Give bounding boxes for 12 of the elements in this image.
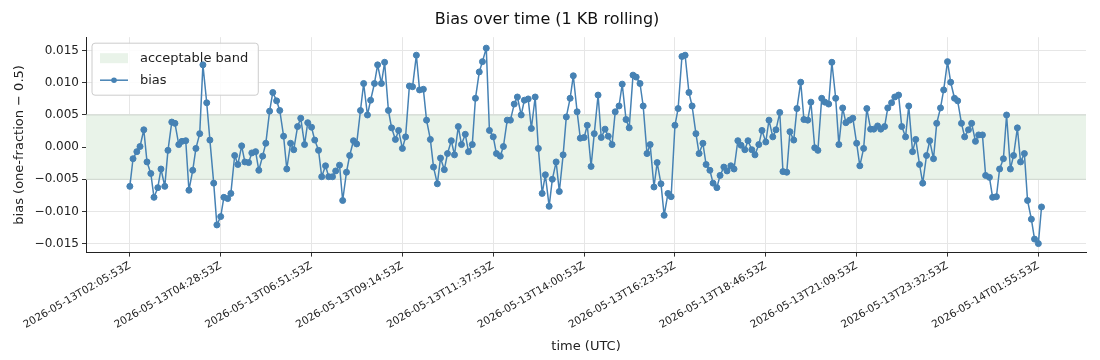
y-tick-label: 0.005	[44, 107, 80, 122]
y-tick-label: −0.010	[34, 203, 80, 218]
y-tick-label: 0.015	[44, 42, 80, 57]
y-tick-label: 0.010	[44, 74, 80, 89]
y-tick-label: −0.015	[34, 235, 80, 250]
legend-label: bias	[140, 71, 167, 87]
y-axis-title: bias (one-fraction − 0.5)	[11, 65, 27, 225]
x-axis-title: time (UTC)	[551, 337, 621, 353]
legend-label: acceptable band	[140, 49, 249, 65]
y-tick-label: 0.000	[44, 139, 80, 154]
y-tick-label: −0.005	[34, 171, 80, 186]
chart-title: Bias over time (1 KB rolling)	[434, 8, 660, 28]
